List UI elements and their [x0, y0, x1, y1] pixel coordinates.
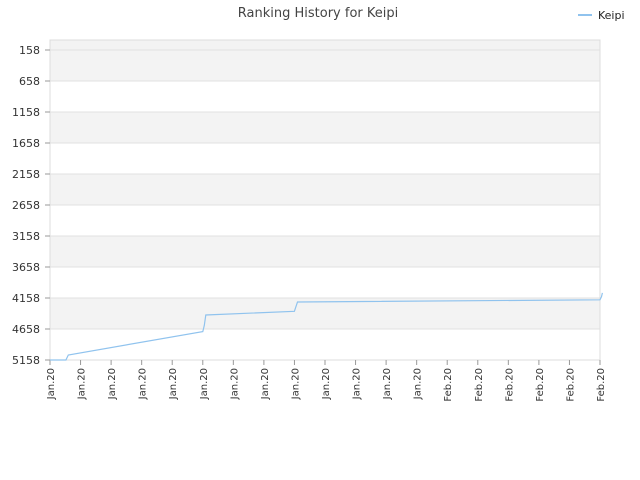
- y-tick-label: 4158: [12, 292, 40, 305]
- x-axis-ticks: Jan.20 Jan.20 Jan.20 Jan.20 Jan.20 Jan.20 Jan.…: [46, 360, 607, 402]
- x-tick-label: Feb.20: [596, 368, 607, 402]
- plot-bands: [50, 40, 600, 329]
- y-tick-label: 4658: [12, 323, 40, 336]
- x-tick-label: Jan.20: [107, 368, 118, 400]
- x-tick-label: Jan.20: [290, 368, 301, 400]
- x-tick-label: Feb.20: [535, 368, 546, 402]
- x-tick-label: Feb.20: [565, 368, 576, 402]
- plot-band: [50, 236, 600, 267]
- x-tick-label: Jan.20: [260, 368, 271, 400]
- y-tick-label: 1658: [12, 137, 40, 150]
- x-tick-label: Jan.20: [382, 368, 393, 400]
- y-tick-label: 2158: [12, 168, 40, 181]
- y-tick-label: 3658: [12, 261, 40, 274]
- plot-band: [50, 112, 600, 143]
- x-tick-label: Jan.20: [352, 368, 363, 400]
- x-tick-label: Jan.20: [413, 368, 424, 400]
- plot-band: [50, 40, 600, 81]
- x-tick-label: Jan.20: [168, 368, 179, 400]
- y-tick-label: 2658: [12, 199, 40, 212]
- x-tick-label: Jan.20: [138, 368, 149, 400]
- y-tick-label: 158: [19, 44, 40, 57]
- y-tick-label: 1158: [12, 106, 40, 119]
- x-tick-label: Feb.20: [443, 368, 454, 402]
- y-axis-ticks: 158 658 1158 1658 2158 2658 3158 3658 4158 4658 51…: [12, 44, 50, 367]
- x-tick-label: Jan.20: [229, 368, 240, 400]
- plot-band: [50, 298, 600, 329]
- y-tick-label: 5158: [12, 354, 40, 367]
- legend-label-keipi: Keipi: [598, 9, 625, 22]
- series-line-keipi: [50, 292, 603, 361]
- chart-title: Ranking History for Keipi: [238, 6, 398, 21]
- plot-band: [50, 174, 600, 205]
- x-tick-label: Jan.20: [46, 368, 57, 400]
- legend: Keipi: [578, 9, 625, 22]
- y-tick-label: 3158: [12, 230, 40, 243]
- x-tick-label: Jan.20: [77, 368, 88, 400]
- x-tick-label: Jan.20: [199, 368, 210, 400]
- y-tick-label: 658: [19, 75, 40, 88]
- x-tick-label: Jan.20: [321, 368, 332, 400]
- x-tick-label: Feb.20: [474, 368, 485, 402]
- x-tick-label: Feb.20: [504, 368, 515, 402]
- series-layer: [50, 292, 603, 361]
